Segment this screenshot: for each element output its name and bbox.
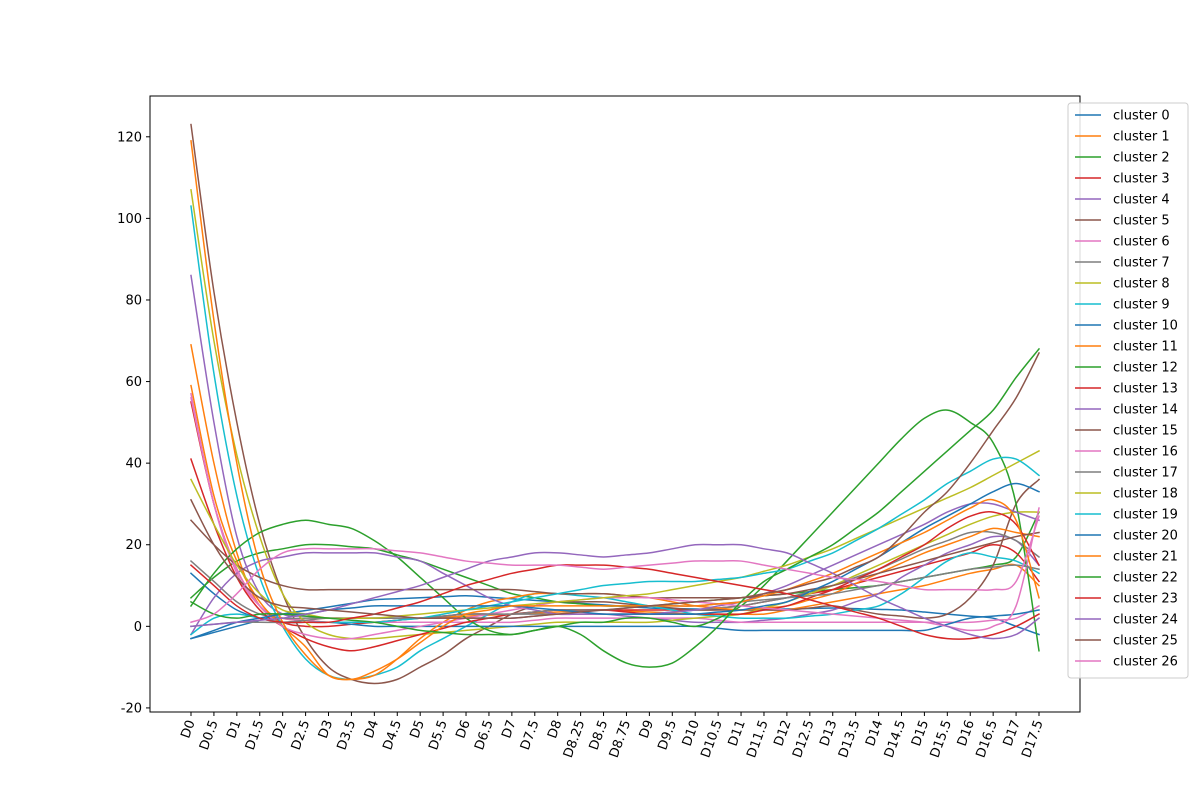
- legend-label: cluster 11: [1113, 340, 1178, 355]
- legend-label: cluster 14: [1113, 403, 1178, 418]
- legend-label: cluster 1: [1113, 130, 1170, 145]
- x-tick-label: D7: [499, 718, 519, 740]
- series-line-cluster-15: [189, 519, 1040, 599]
- legend-label: cluster 7: [1113, 256, 1170, 271]
- y-tick-label: 100: [117, 212, 142, 227]
- legend-label: cluster 12: [1113, 361, 1178, 376]
- x-tick-label: D4: [362, 718, 382, 740]
- y-tick-label: 20: [125, 538, 142, 553]
- legend-label: cluster 17: [1113, 466, 1178, 481]
- legend-label: cluster 5: [1113, 214, 1170, 229]
- x-tick-label: D8: [545, 718, 565, 740]
- x-tick-label: D0: [178, 718, 198, 740]
- x-tick-label: D5: [408, 718, 428, 740]
- y-axis: -20 0 20 40 60 80 100 120: [117, 130, 150, 716]
- x-tick-label: D2: [270, 718, 290, 740]
- legend-label: cluster 13: [1113, 382, 1178, 397]
- legend-label: cluster 16: [1113, 445, 1178, 460]
- legend-label: cluster 15: [1113, 424, 1178, 439]
- y-tick-label: 0: [134, 620, 142, 635]
- legend-label: cluster 0: [1113, 109, 1170, 124]
- series-line-cluster-21: [190, 140, 1040, 681]
- x-tick-label: D6: [453, 718, 473, 740]
- series-line-cluster-26: [190, 515, 1040, 624]
- plot-lines: [189, 123, 1041, 685]
- series-line-cluster-25: [189, 352, 1041, 620]
- legend-label: cluster 3: [1113, 172, 1170, 187]
- legend-label: cluster 23: [1113, 592, 1178, 607]
- y-tick-label: 80: [125, 293, 142, 308]
- series-line-cluster-13: [190, 458, 1041, 652]
- y-tick-label: 40: [125, 457, 142, 472]
- legend-label: cluster 20: [1113, 529, 1178, 544]
- legend-label: cluster 22: [1113, 571, 1178, 586]
- legend-label: cluster 6: [1113, 235, 1170, 250]
- legend-label: cluster 2: [1113, 151, 1170, 166]
- x-tick-label: D1: [224, 718, 244, 740]
- y-tick-label: 60: [125, 375, 142, 390]
- series-line-cluster-12: [189, 409, 1040, 652]
- x-tick-label: D3: [316, 718, 336, 740]
- y-tick-label: 120: [117, 130, 142, 145]
- legend-label: cluster 8: [1113, 277, 1170, 292]
- legend-label: cluster 18: [1113, 487, 1178, 502]
- legend-label: cluster 19: [1113, 508, 1178, 523]
- legend-label: cluster 25: [1113, 634, 1178, 649]
- x-tick-label: D9: [637, 718, 657, 740]
- legend-label: cluster 4: [1113, 193, 1170, 208]
- y-tick-label: -20: [121, 701, 142, 716]
- legend-label: cluster 21: [1113, 550, 1178, 565]
- series-line-cluster-22: [189, 347, 1041, 668]
- legend-label: cluster 26: [1113, 655, 1178, 670]
- legend: cluster 0 cluster 1 cluster 2 cluster 3 clus…: [1067, 102, 1189, 679]
- legend-label: cluster 10: [1113, 319, 1178, 334]
- legend-label: cluster 24: [1113, 613, 1178, 628]
- series-line-cluster-23: [189, 564, 1041, 640]
- legend-label: cluster 9: [1113, 298, 1170, 313]
